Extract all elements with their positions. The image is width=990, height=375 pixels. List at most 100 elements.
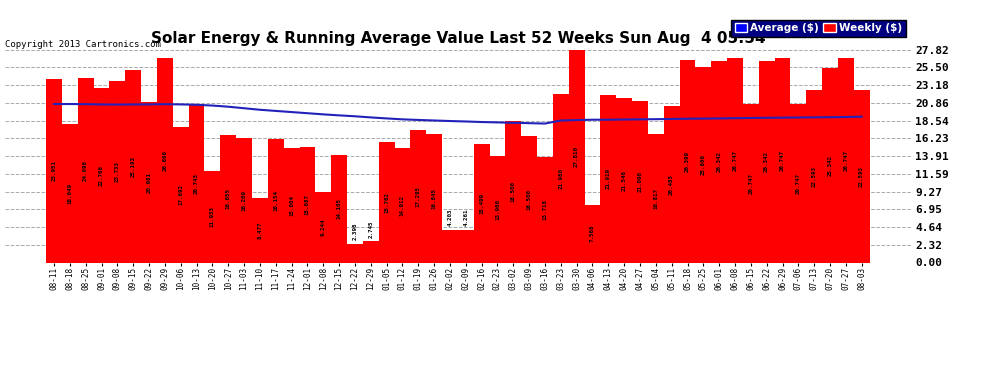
Text: 25.193: 25.193 [131,156,136,177]
Text: 21.980: 21.980 [558,168,563,189]
Bar [94,88,110,262]
Bar [268,139,284,262]
Text: 20.747: 20.747 [748,172,753,194]
Text: 24.098: 24.098 [83,160,88,181]
Bar [237,138,252,262]
Text: 26.747: 26.747 [843,150,848,171]
Bar [600,95,616,262]
Bar [157,58,173,262]
Bar [395,148,411,262]
Text: 26.747: 26.747 [780,150,785,171]
Bar [347,244,363,262]
Text: 17.692: 17.692 [178,184,183,205]
Text: 21.090: 21.090 [638,171,643,192]
Bar [584,204,600,262]
Text: 16.655: 16.655 [226,188,231,209]
Text: 8.477: 8.477 [257,221,262,239]
Bar [457,230,473,262]
Text: 16.154: 16.154 [273,190,278,211]
Bar [695,66,711,262]
Text: 26.399: 26.399 [685,151,690,172]
Bar [443,230,457,262]
Text: 21.919: 21.919 [606,168,611,189]
Bar [379,142,395,262]
Bar [427,134,443,262]
Text: 26.666: 26.666 [162,150,167,171]
Text: 18.049: 18.049 [67,183,72,204]
Text: 21.546: 21.546 [622,170,627,190]
Bar [521,136,537,262]
Bar [758,61,774,262]
Bar [790,104,806,262]
Text: 15.762: 15.762 [384,192,389,213]
Text: 20.485: 20.485 [669,174,674,195]
Text: 15.499: 15.499 [479,193,484,214]
Bar [252,198,268,262]
Bar [110,81,126,262]
Text: 22.593: 22.593 [812,165,817,186]
Text: 23.951: 23.951 [51,160,56,182]
Text: 13.718: 13.718 [543,200,547,220]
Bar [632,101,647,262]
Text: 20.743: 20.743 [194,172,199,194]
Bar [838,58,853,262]
Text: 20.981: 20.981 [147,172,151,193]
Bar [679,60,695,262]
Text: 9.244: 9.244 [321,218,326,236]
Bar [173,127,189,262]
Text: 18.500: 18.500 [511,181,516,202]
Text: 22.593: 22.593 [859,165,864,186]
Text: 26.342: 26.342 [717,151,722,172]
Bar [742,104,758,262]
Bar [774,58,790,262]
Bar [300,147,316,262]
Bar [221,135,237,262]
Text: Copyright 2013 Cartronics.com: Copyright 2013 Cartronics.com [5,40,160,49]
Text: 16.500: 16.500 [527,189,532,210]
Text: 2.745: 2.745 [368,220,373,238]
Text: 26.342: 26.342 [764,151,769,172]
Text: 25.342: 25.342 [828,155,833,176]
Bar [853,90,869,262]
Text: 23.733: 23.733 [115,161,120,182]
Bar [78,78,94,262]
Legend: Average ($), Weekly ($): Average ($), Weekly ($) [731,20,906,37]
Text: 14.912: 14.912 [400,195,405,216]
Text: 26.747: 26.747 [733,150,738,171]
Bar [552,94,568,262]
Bar [189,104,205,262]
Text: 22.768: 22.768 [99,165,104,186]
Text: 2.398: 2.398 [352,223,357,240]
Bar [363,242,379,262]
Title: Solar Energy & Running Average Value Last 52 Weeks Sun Aug  4 05:54: Solar Energy & Running Average Value Las… [150,31,765,46]
Bar [205,171,221,262]
Text: 4.203: 4.203 [447,209,452,226]
Bar [663,106,679,262]
Bar [411,130,427,262]
Bar [489,156,505,262]
Bar [142,102,157,262]
Text: 20.747: 20.747 [796,172,801,194]
Bar [505,121,521,262]
Text: 14.105: 14.105 [337,198,342,219]
Bar [711,61,727,262]
Bar [284,148,300,262]
Bar [806,90,822,262]
Bar [647,134,663,262]
Bar [62,124,78,262]
Text: 15.087: 15.087 [305,194,310,215]
Text: 16.845: 16.845 [432,188,437,209]
Bar [332,154,347,262]
Text: 16.817: 16.817 [653,188,658,209]
Text: 27.810: 27.810 [574,146,579,166]
Bar [822,69,838,262]
Bar [316,192,332,262]
Text: 25.600: 25.600 [701,154,706,175]
Text: 11.933: 11.933 [210,206,215,227]
Text: 13.960: 13.960 [495,199,500,220]
Text: 16.269: 16.269 [242,190,247,211]
Bar [47,79,62,262]
Bar [616,98,632,262]
Text: 7.568: 7.568 [590,225,595,242]
Bar [727,58,742,262]
